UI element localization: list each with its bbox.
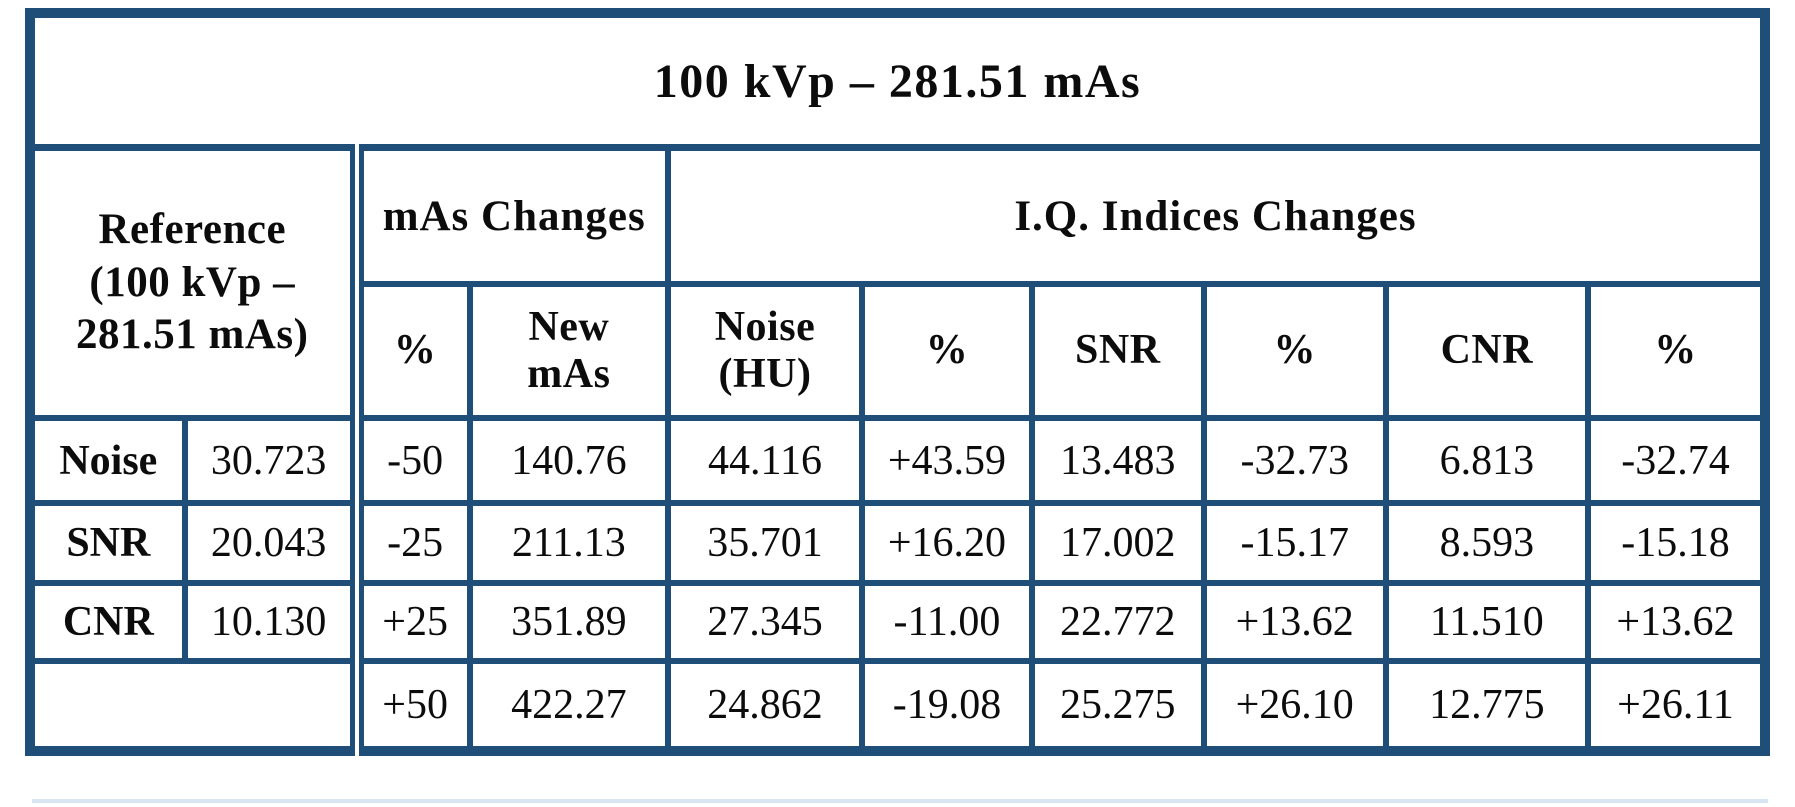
ref-label-snr: SNR	[27, 500, 188, 586]
snr-cell: 13.483	[1028, 415, 1207, 506]
ref-value-cnr: 10.130	[181, 580, 360, 664]
new-mas-cell: 351.89	[466, 580, 671, 664]
ref-value-noise: 30.723	[181, 415, 360, 506]
table-shadow-line	[32, 799, 1768, 803]
mas-pct-cell: -50	[349, 415, 473, 506]
reference-header-cell: Reference (100 kVp – 281.51 mAs)	[27, 144, 360, 421]
snr-cell: 22.772	[1028, 580, 1207, 664]
cnr-cell: 12.775	[1382, 658, 1591, 754]
table-row-cnr: CNR 10.130 +25 351.89 27.345 -11.00 22.7…	[27, 580, 1769, 664]
header-sub-row: % New mAs Noise (HU) % SNR % CNR %	[30, 281, 1769, 421]
cnr-cell: 6.813	[1382, 415, 1591, 506]
noise-pct-cell: -11.00	[859, 580, 1035, 664]
cnr-pct-cell: -15.18	[1584, 500, 1769, 586]
ref-label-cnr: CNR	[27, 580, 188, 664]
mas-pct-cell: -25	[349, 500, 473, 586]
header-group-row: Reference (100 kVp – 281.51 mAs) mAs Cha…	[27, 144, 1769, 421]
cnr-cell: 8.593	[1382, 500, 1591, 586]
new-mas-cell: 140.76	[466, 415, 671, 506]
mas-pct-cell: +50	[349, 658, 473, 754]
new-mas-cell: 422.27	[466, 658, 671, 754]
subheader-mas-percent: %	[349, 281, 473, 421]
snr-pct-cell: -15.17	[1200, 500, 1389, 586]
noise-pct-cell: -19.08	[859, 658, 1035, 754]
subheader-new-mas: New mAs	[466, 281, 671, 421]
group-header-iq-indices-changes: I.Q. Indices Changes	[664, 144, 1769, 287]
reference-line-1: Reference	[98, 206, 287, 254]
noise-pct-cell: +43.59	[859, 415, 1035, 506]
cnr-pct-cell: -32.74	[1584, 415, 1769, 506]
snr-pct-cell: +26.10	[1200, 658, 1389, 754]
snr-cell: 25.275	[1028, 658, 1207, 754]
table-row-snr: SNR 20.043 -25 211.13 35.701 +16.20 17.0…	[27, 500, 1769, 586]
ref-empty-cell	[27, 658, 360, 754]
cnr-pct-cell: +26.11	[1584, 658, 1769, 754]
title-row: 100 kVp – 281.51 mAs	[27, 10, 1768, 151]
subheader-snr: SNR	[1028, 281, 1207, 421]
table-row-noise: Noise 30.723 -50 140.76 44.116 +43.59 13…	[27, 415, 1769, 506]
subheader-cnr-percent: %	[1584, 281, 1769, 421]
reference-line-2: (100 kVp –	[89, 258, 296, 306]
iq-indices-table: 100 kVp – 281.51 mAs Reference (100 kVp …	[25, 8, 1770, 756]
table-row-plus50: +50 422.27 24.862 -19.08 25.275 +26.10 1…	[27, 658, 1769, 754]
new-mas-cell: 211.13	[466, 500, 671, 586]
subheader-cnr: CNR	[1382, 281, 1591, 421]
ref-label-noise: Noise	[27, 415, 188, 506]
subheader-noise-hu: Noise (HU)	[664, 281, 866, 421]
cnr-cell: 11.510	[1382, 580, 1591, 664]
noise-hu-cell: 24.862	[664, 658, 866, 754]
cnr-pct-cell: +13.62	[1584, 580, 1769, 664]
ref-value-snr: 20.043	[181, 500, 360, 586]
mas-pct-cell: +25	[349, 580, 473, 664]
table-title: 100 kVp – 281.51 mAs	[27, 10, 1768, 151]
subheader-noise-percent: %	[859, 281, 1035, 421]
noise-hu-cell: 27.345	[664, 580, 866, 664]
noise-hu-cell: 44.116	[664, 415, 866, 506]
subheader-snr-percent: %	[1200, 281, 1389, 421]
group-header-mas-changes: mAs Changes	[349, 144, 671, 287]
snr-pct-cell: +13.62	[1200, 580, 1389, 664]
reference-line-3: 281.51 mAs)	[76, 311, 309, 359]
snr-pct-cell: -32.73	[1200, 415, 1389, 506]
snr-cell: 17.002	[1028, 500, 1207, 586]
noise-hu-cell: 35.701	[664, 500, 866, 586]
noise-pct-cell: +16.20	[859, 500, 1035, 586]
